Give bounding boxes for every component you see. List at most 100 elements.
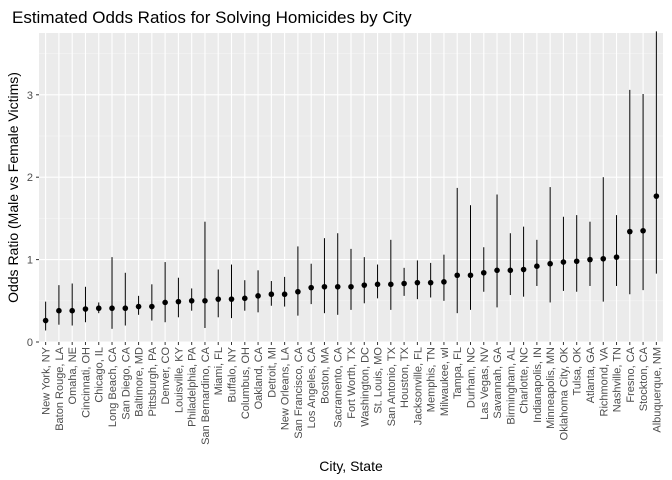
estimate-point: [547, 260, 553, 267]
x-tick-label: Fresno, CA: [625, 346, 637, 402]
estimate-point: [454, 272, 461, 279]
estimate-point: [361, 282, 368, 288]
estimate-point: [520, 266, 527, 273]
chart-title: Estimated Odds Ratios for Solving Homici…: [12, 8, 412, 27]
x-tick-label: Oklahoma City, OK: [558, 346, 570, 440]
x-tick-label: Miami, FL: [213, 347, 225, 395]
estimate-point: [653, 193, 660, 199]
axes: 0 1 2 3 New York, NY Baton Rouge, LA Omaha, NE…: [27, 90, 663, 445]
x-tick-label: Atlanta, GA: [585, 346, 597, 403]
x-tick-label: Richmond, VA: [598, 346, 610, 416]
estimate-point: [215, 296, 222, 302]
y-axis-title: Odds Ratio (Male vs Female Victims): [5, 72, 21, 303]
estimate-point: [600, 255, 607, 262]
x-tick-label: New Orleans, LA: [280, 346, 292, 430]
estimate-point: [82, 306, 89, 312]
x-tick-label: Fort Worth, TX: [346, 346, 358, 418]
x-tick-label: Minneapolis, MN: [545, 347, 557, 429]
estimate-point: [334, 283, 341, 290]
x-tick-label: Birmingham, AL: [505, 347, 517, 425]
x-tick-label: San Diego, CA: [120, 346, 132, 419]
estimate-point: [122, 305, 129, 312]
x-tick-label: San Bernardino, CA: [200, 346, 212, 444]
estimate-point: [388, 281, 394, 288]
estimate-point: [507, 267, 514, 274]
x-tick-label: Long Beach, CA: [107, 346, 119, 427]
estimate-point: [268, 291, 275, 298]
estimate-point: [42, 317, 49, 324]
x-tick-label: Jacksonville, FL: [412, 347, 424, 425]
x-tick-label: San Francisco, CA: [293, 346, 305, 438]
y-tick-label: 1: [27, 255, 33, 267]
estimate-point: [414, 279, 421, 286]
estimate-point: [202, 298, 208, 304]
estimate-point: [56, 307, 62, 314]
estimate-point: [241, 295, 248, 302]
x-tick-label: St. Louis, MO: [373, 347, 385, 414]
estimate-point: [613, 254, 620, 260]
estimate-point: [295, 288, 301, 295]
x-tick-label: Pittsburgh, PA: [147, 346, 159, 416]
x-tick-label: Baltimore, MD: [134, 347, 146, 417]
estimate-point: [573, 258, 580, 265]
estimate-point: [401, 280, 407, 287]
x-tick-label: Denver, CO: [160, 347, 172, 405]
x-tick-label: Philadelphia, PA: [187, 346, 199, 427]
x-tick-label: Stockton, CA: [638, 346, 650, 411]
estimate-point: [560, 259, 567, 265]
estimate-point: [441, 279, 447, 285]
x-tick-label: Columbus, OH: [240, 347, 252, 419]
estimate-point: [467, 272, 474, 279]
x-tick-label: Louisville, KY: [173, 346, 185, 413]
estimate-point: [427, 279, 434, 286]
x-tick-label: Chicago, IL: [94, 347, 106, 403]
x-tick-label: Memphis, TN: [426, 347, 438, 412]
y-tick-label: 0: [27, 337, 33, 349]
estimate-point: [149, 303, 155, 310]
x-tick-label: Omaha, NE: [67, 347, 79, 404]
estimate-point: [308, 284, 314, 291]
estimate-point: [281, 291, 288, 298]
x-tick-label: Baton Rouge, LA: [54, 346, 66, 430]
estimate-point: [175, 298, 182, 305]
x-tick-label: Los Angeles, CA: [306, 346, 318, 428]
x-tick-label: Buffalo, NY: [227, 346, 239, 402]
x-tick-label: Cincinnati, OH: [80, 347, 92, 418]
estimate-point: [95, 305, 102, 312]
x-tick-label: Durham, NC: [465, 347, 477, 408]
x-tick-label: Nashville, TN: [612, 347, 624, 412]
estimate-point: [587, 256, 593, 263]
estimate-point: [534, 263, 540, 269]
estimate-point: [135, 303, 142, 310]
estimate-point: [480, 269, 487, 276]
x-tick-label: Savannah, GA: [492, 346, 504, 418]
estimate-point: [640, 227, 646, 234]
estimate-point: [627, 228, 633, 235]
x-tick-label: Tampa, FL: [452, 347, 464, 399]
x-tick-label: New York, NY: [41, 346, 53, 415]
x-tick-label: Detroit, MI: [266, 347, 278, 398]
estimate-point: [348, 283, 354, 290]
estimate-point: [228, 296, 235, 302]
estimate-point: [321, 283, 328, 290]
estimate-point: [255, 293, 261, 299]
estimate-point: [109, 305, 115, 312]
x-tick-label: Washington, DC: [359, 347, 371, 427]
x-tick-label: Sacramento, CA: [333, 346, 345, 427]
y-tick-label: 3: [27, 90, 33, 102]
estimate-point: [374, 281, 381, 288]
x-tick-label: Tulsa, OK: [572, 346, 584, 395]
x-tick-label: Las Vegas, NV: [479, 346, 491, 419]
x-axis-title: City, State: [319, 458, 383, 474]
estimate-point: [69, 307, 75, 314]
estimate-point: [494, 267, 500, 274]
estimate-point: [162, 299, 168, 306]
data-points: [42, 193, 660, 324]
x-tick-label: Charlotte, NC: [519, 347, 531, 414]
x-tick-label: San Antonio, TX: [386, 346, 398, 426]
estimate-point: [188, 298, 195, 304]
x-tick-label: Milwaukee, wI: [439, 347, 451, 416]
error-bars: [45, 31, 657, 331]
x-tick-label: Oakland, CA: [253, 346, 265, 409]
